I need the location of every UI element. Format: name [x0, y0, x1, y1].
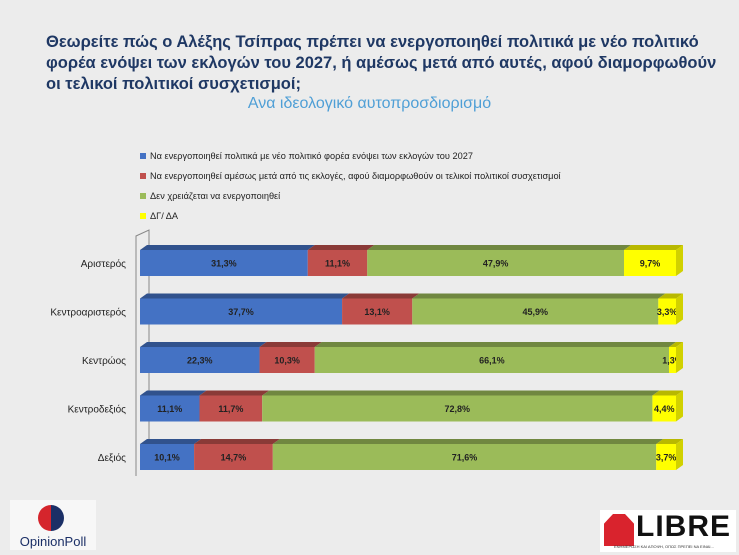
bar-top-3-3 [314, 342, 677, 347]
libre-logo-tagline: ΕΝΗΜΕΡΩΣΗ ΚΑΙ ΑΠΟΨΗ, ΟΠΩΣ ΠΡΕΠΕΙ ΝΑ ΕΙΝΑ… [614, 544, 714, 549]
data-label-2-1: 37,7% [228, 307, 254, 317]
bar-top-4-1 [140, 390, 207, 396]
bar-top-2-4 [658, 293, 683, 299]
bar-top-1-2 [307, 245, 375, 250]
bar-top-3-4 [669, 342, 683, 347]
category-label-2: Κεντροαριστερός [50, 307, 126, 319]
legend-swatch-series-4 [140, 213, 146, 219]
bar-top-4-3 [262, 390, 660, 396]
legend-item-series-1: Να ενεργοποιηθεί πολιτικά με νέο πολιτικ… [140, 146, 561, 166]
data-label-5-2: 14,7% [221, 453, 247, 463]
data-label-3-3: 66,1% [479, 356, 505, 366]
legend-label-series-1: Να ενεργοποιηθεί πολιτικά με νέο πολιτικ… [150, 151, 473, 161]
bar-top-4-2 [199, 390, 270, 396]
legend-item-series-4: ΔΓ/ ΔΑ [140, 206, 561, 226]
data-label-5-1: 10,1% [154, 453, 180, 463]
data-label-1-1: 31,3% [211, 259, 237, 269]
bar-top-5-3 [272, 439, 664, 444]
bar-top-3-2 [259, 342, 322, 347]
bar-top-5-4 [656, 439, 683, 444]
legend-label-series-4: ΔΓ/ ΔΑ [150, 211, 179, 221]
chart-legend: Να ενεργοποιηθεί πολιτικά με νέο πολιτικ… [140, 146, 561, 226]
bar-segment-5-4 [656, 444, 676, 470]
data-label-5-4: 3,7% [656, 453, 677, 463]
category-label-5: Δεξιός [98, 452, 126, 464]
bar-side-3 [676, 342, 683, 373]
bar-segment-1-1 [140, 250, 308, 276]
legend-swatch-series-2 [140, 173, 146, 179]
data-label-4-2: 11,7% [218, 404, 243, 414]
opinion-poll-logo-text: OpinionPoll [19, 534, 87, 549]
bar-top-5-1 [140, 439, 202, 444]
legend-label-series-3: Δεν χρειάζεται να ενεργοποιηθεί [150, 191, 281, 201]
bar-segment-1-4 [624, 250, 676, 276]
bar-segment-2-1 [140, 298, 343, 325]
bar-segment-2-4 [658, 298, 676, 325]
bar-segment-4-3 [262, 395, 653, 422]
bar-top-3-1 [140, 342, 267, 347]
bar-segment-2-2 [342, 298, 413, 325]
bar-side-1 [676, 245, 683, 276]
bar-top-2-1 [140, 293, 350, 299]
legend-swatch-series-3 [140, 193, 146, 199]
opinion-poll-logo: OpinionPoll [10, 500, 96, 550]
bar-segment-3-1 [140, 347, 260, 373]
bar-top-1-1 [140, 245, 315, 250]
bar-top-4-4 [652, 390, 683, 396]
bar-segment-4-2 [199, 395, 263, 422]
data-label-3-4: 1,3% [662, 356, 683, 366]
category-label-1: Αριστερός [81, 258, 126, 270]
bar-segment-3-3 [314, 347, 670, 373]
data-label-4-3: 72,8% [445, 404, 471, 414]
chart-subtitle: Ανα ιδεολογικό αυτοπροσδιορισμό [247, 95, 492, 112]
data-label-1-4: 9,7% [640, 259, 661, 269]
bar-top-5-2 [194, 439, 280, 444]
opinion-poll-logo-icon [38, 505, 64, 531]
bar-side-2 [676, 293, 683, 325]
category-label-3: Κεντρώος [82, 355, 126, 367]
bar-top-2-2 [342, 293, 420, 299]
bar-segment-4-1 [140, 395, 200, 422]
libre-logo-icon [604, 514, 634, 546]
legend-swatch-series-1 [140, 153, 146, 159]
chart-title: Θεωρείτε πώς ο Αλέξης Τσίπρας πρέπει να … [46, 32, 726, 95]
bar-side-5 [676, 439, 683, 470]
data-label-5-3: 71,6% [452, 453, 478, 463]
bar-segment-5-3 [272, 444, 657, 470]
bar-top-2-3 [412, 293, 666, 299]
bar-segment-5-1 [140, 444, 195, 470]
bar-segment-3-4 [669, 347, 676, 373]
legend-item-series-3: Δεν χρειάζεται να ενεργοποιηθεί [140, 186, 561, 206]
title-line-1: Θεωρείτε πώς ο Αλέξης Τσίπρας πρέπει να … [46, 33, 699, 51]
data-label-2-3: 45,9% [523, 307, 549, 317]
category-label-4: Κεντροδεξιός [68, 404, 127, 416]
data-label-1-2: 11,1% [325, 259, 350, 269]
bar-side-4 [676, 390, 683, 422]
data-label-2-2: 13,1% [364, 307, 390, 317]
data-label-1-3: 47,9% [483, 259, 509, 269]
bar-segment-2-3 [412, 298, 659, 325]
data-label-4-4: 4,4% [654, 404, 675, 414]
bar-segment-1-3 [367, 250, 625, 276]
libre-logo-word: LIBRE [636, 510, 731, 543]
legend-label-series-2: Να ενεργοποιηθεί αμέσως μετά από τις εκλ… [150, 171, 561, 181]
data-label-4-1: 11,1% [157, 404, 182, 414]
bar-segment-1-2 [307, 250, 368, 276]
libre-logo: LIBRE ΕΝΗΜΕΡΩΣΗ ΚΑΙ ΑΠΟΨΗ, ΟΠΩΣ ΠΡΕΠΕΙ Ν… [600, 510, 736, 552]
bar-top-1-4 [624, 245, 683, 250]
legend-item-series-2: Να ενεργοποιηθεί αμέσως μετά από τις εκλ… [140, 166, 561, 186]
bar-top-1-3 [367, 245, 632, 250]
data-label-2-4: 3,3% [657, 307, 678, 317]
data-label-3-1: 22,3% [187, 356, 213, 366]
title-line-2: φορέα ενόψει των εκλογών του 2027, ή αμέ… [46, 54, 717, 72]
data-label-3-2: 10,3% [274, 356, 300, 366]
title-line-3: οι τελικοί πολιτικοί συσχετισμοί; [46, 75, 301, 93]
bar-segment-3-2 [259, 347, 315, 373]
bar-segment-4-4 [652, 395, 676, 422]
bar-segment-5-2 [194, 444, 273, 470]
